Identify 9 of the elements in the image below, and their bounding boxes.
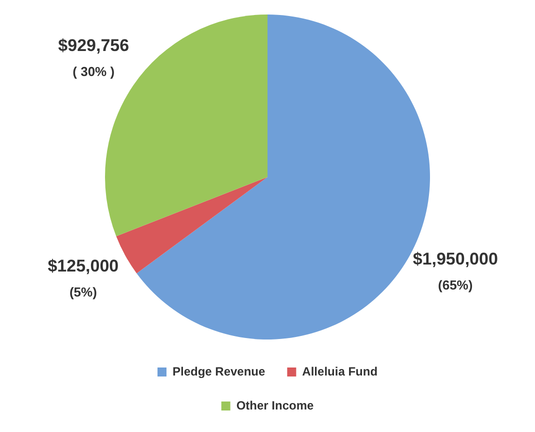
legend-label: Pledge Revenue [172, 364, 266, 378]
data-label: $929,756 [58, 36, 130, 56]
text: (5%) [69, 284, 97, 300]
data-label: $125,000 [48, 256, 119, 276]
data-label: $1,950,000 [412, 250, 498, 269]
legend-label: Alleluia Fund [302, 364, 378, 378]
text: ( 30% ) [72, 64, 115, 79]
text: (65%) [438, 278, 473, 293]
legend-label: Other Income [236, 398, 314, 412]
